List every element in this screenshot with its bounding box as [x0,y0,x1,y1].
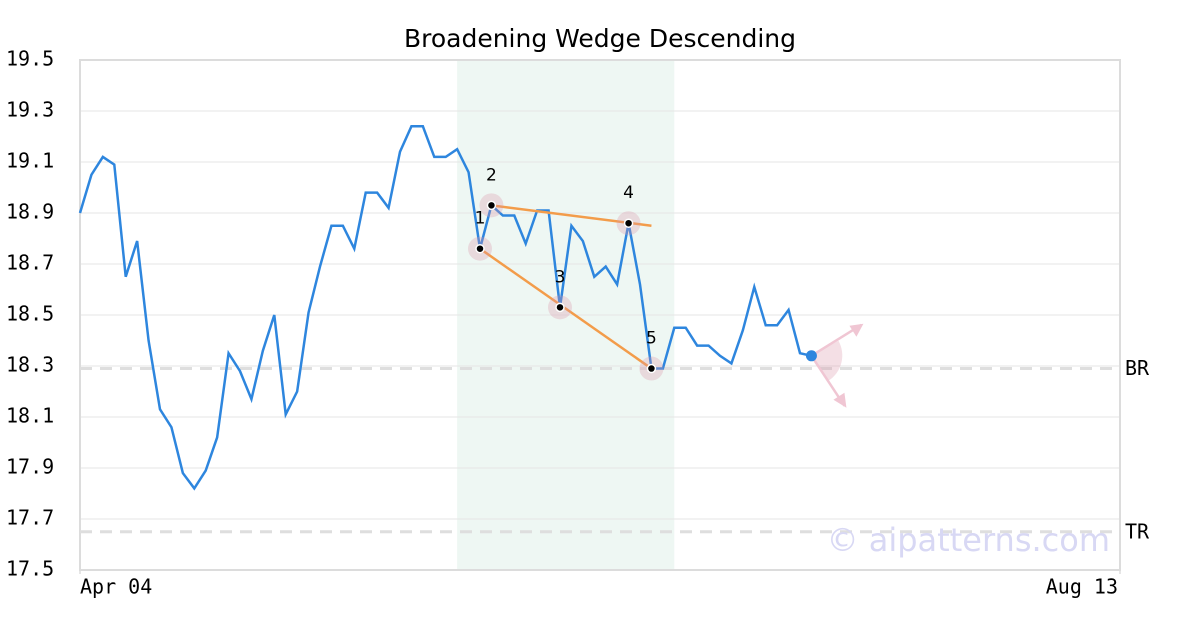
trendline [479,247,653,370]
pattern-label: 3 [555,267,566,287]
pattern-point [555,302,565,313]
y-tick-label: 19.5 [6,47,54,71]
y-tick-label: 18.1 [6,404,54,428]
pattern-label: 2 [486,165,497,185]
watermark: © aipatterns.com [827,521,1110,559]
pattern-point [486,200,497,211]
pattern-point [646,363,657,374]
level-label: TR [1125,519,1150,543]
x-tick-label: Aug 13 [1046,575,1118,599]
y-tick-label: 18.3 [6,353,54,377]
pattern-point [475,243,485,254]
y-tick-label: 18.7 [6,251,54,275]
pattern-label: 4 [623,183,634,203]
plot-frame [79,59,1121,571]
level-label: BR [1125,356,1150,380]
y-tick-label: 17.5 [6,557,54,581]
y-tick-label: 18.9 [6,200,54,224]
y-tick-label: 17.7 [6,506,54,530]
y-tick-label: 19.3 [6,98,54,122]
y-tick-label: 19.1 [6,149,54,173]
price-line [78,125,812,491]
pattern-label: 1 [475,209,486,229]
chart-title: Broadening Wedge Descending [404,24,796,53]
projection-wedge [811,340,843,381]
pattern-label: 5 [646,329,657,349]
y-tick-label: 18.5 [6,302,54,326]
arrow-head [833,392,847,408]
pattern-point [623,218,634,228]
y-tick-label: 17.9 [6,455,54,479]
arrow-head [849,323,864,337]
last-point [805,350,817,362]
x-tick-label: Apr 04 [80,575,152,599]
